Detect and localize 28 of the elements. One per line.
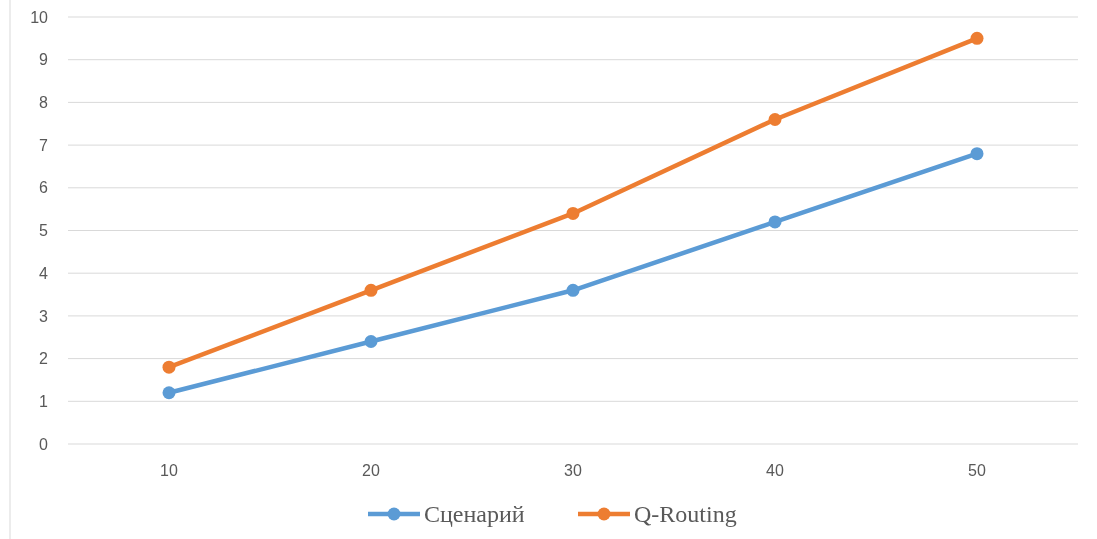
point xyxy=(566,283,580,297)
x-tick-label: 10 xyxy=(160,462,178,479)
x-tick-label: 40 xyxy=(766,462,784,479)
point xyxy=(162,386,176,400)
y-tick-label: 3 xyxy=(39,307,49,325)
point xyxy=(970,31,984,45)
x-tick-label: 30 xyxy=(564,462,582,479)
point xyxy=(768,112,782,126)
y-tick-label: 9 xyxy=(39,51,49,69)
y-tick-label: 2 xyxy=(39,350,49,368)
x-tick-label: 20 xyxy=(362,462,380,479)
y-tick-label: 4 xyxy=(39,264,49,282)
x-tick-label: 50 xyxy=(968,462,986,479)
point xyxy=(970,147,984,161)
point xyxy=(162,360,176,374)
point xyxy=(364,335,378,349)
y-tick-label: 10 xyxy=(30,8,49,26)
point xyxy=(364,283,378,297)
y-tick-label: 0 xyxy=(39,435,49,453)
y-tick-label: 7 xyxy=(39,136,49,154)
y-tick-label: 6 xyxy=(39,179,49,197)
legend-label: Сценарий xyxy=(424,501,525,527)
y-tick-label: 5 xyxy=(39,222,49,240)
y-tick-label: 1 xyxy=(39,392,49,410)
legend-label: Q-Routing xyxy=(634,501,737,527)
y-tick-label: 8 xyxy=(39,94,49,111)
point xyxy=(768,215,782,229)
point xyxy=(566,206,580,220)
